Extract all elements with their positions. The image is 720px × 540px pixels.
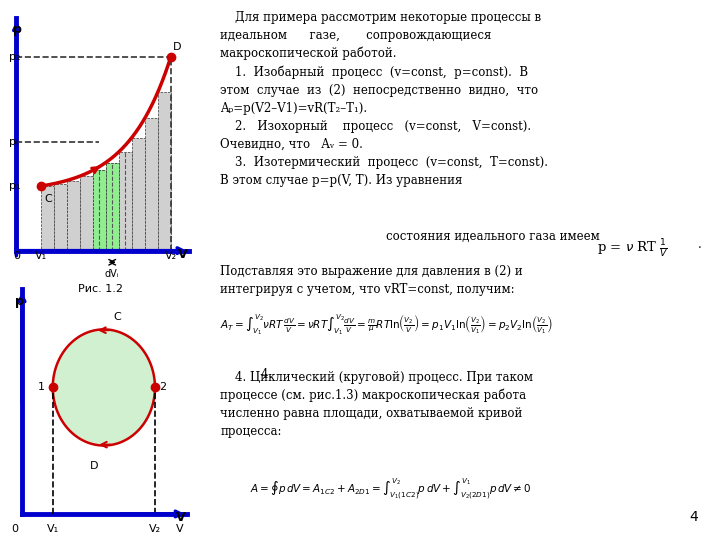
Text: V: V	[176, 524, 184, 534]
Text: dVᵢ: dVᵢ	[105, 269, 120, 279]
Text: V: V	[176, 511, 186, 524]
Text: $A_T = \int_{V_1}^{V_2} \nu RT\, \frac{dV}{V} = \nu RT\int_{V_1}^{V_2}\frac{dV}{: $A_T = \int_{V_1}^{V_2} \nu RT\, \frac{d…	[220, 312, 553, 337]
Text: состояния идеального газа имеем: состояния идеального газа имеем	[386, 230, 600, 244]
Text: pᵢ: pᵢ	[9, 137, 18, 147]
Bar	[67, 180, 80, 251]
Text: V₁: V₁	[35, 251, 47, 261]
Bar	[119, 152, 132, 251]
Text: D: D	[90, 461, 99, 471]
Text: 4.: 4.	[261, 368, 276, 381]
Text: Для примера рассмотрим некоторые процессы в
идеальном      газе,       сопровожд: Для примера рассмотрим некоторые процесс…	[220, 11, 549, 187]
Text: 4. Циклический (круговой) процесс. При таком
процессе (см. рис.1.3) макроскопиче: 4. Циклический (круговой) процесс. При т…	[220, 370, 534, 438]
Text: 1: 1	[38, 382, 45, 393]
Text: p = $\nu$ RT $\frac{1}{V}$: p = $\nu$ RT $\frac{1}{V}$	[597, 238, 669, 260]
Text: p₂: p₂	[9, 52, 21, 62]
Text: Подставляя это выражение для давления в (2) и
интегрируя с учетом, что vRT=const: Подставляя это выражение для давления в …	[220, 265, 523, 296]
Text: p₁: p₁	[9, 181, 21, 191]
Bar	[93, 171, 106, 251]
Text: V₁: V₁	[47, 524, 59, 534]
Bar	[145, 118, 158, 251]
Text: Рис. 1.2: Рис. 1.2	[78, 284, 122, 294]
Text: C: C	[45, 194, 52, 204]
Bar	[93, 171, 106, 251]
Text: p: p	[14, 294, 24, 307]
Bar	[158, 92, 171, 251]
Text: .: .	[698, 238, 701, 251]
Bar	[80, 176, 93, 251]
Text: V₂: V₂	[149, 524, 161, 534]
Text: $A = \oint p\,dV = A_{1C2} + A_{2D1} = \int_{V_1(1C2)}^{V_2} p\,dV + \int_{V_2(2: $A = \oint p\,dV = A_{1C2} + A_{2D1} = \…	[251, 476, 532, 502]
Text: V: V	[178, 248, 187, 261]
Text: C: C	[113, 312, 121, 322]
Bar	[40, 186, 54, 251]
Text: p: p	[13, 23, 22, 37]
Text: 0: 0	[13, 251, 20, 261]
Text: 2: 2	[158, 382, 166, 393]
Bar	[54, 184, 67, 251]
Bar	[106, 163, 119, 251]
Text: 0: 0	[12, 524, 18, 534]
Polygon shape	[53, 329, 155, 445]
Text: D: D	[173, 42, 181, 52]
Bar	[132, 138, 145, 251]
Text: 4: 4	[689, 510, 698, 524]
Bar	[106, 163, 119, 251]
Text: V₂: V₂	[165, 251, 177, 261]
